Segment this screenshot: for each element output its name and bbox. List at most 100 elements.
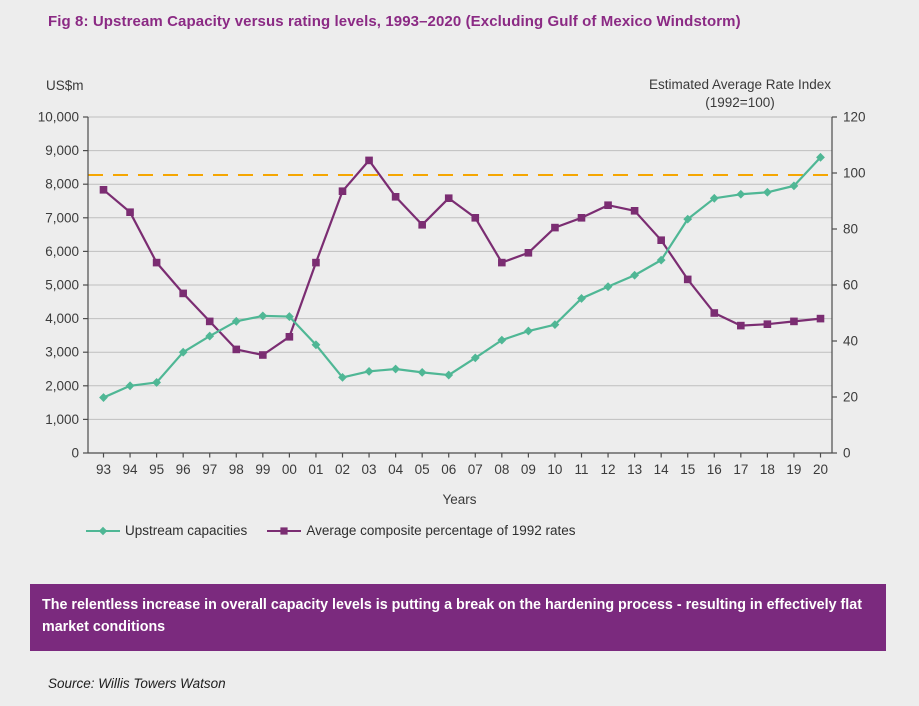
series-average-composite-percentage-of-1992-rates: [99, 156, 825, 359]
data-point-square: [577, 214, 586, 222]
svg-text:15: 15: [680, 462, 695, 477]
data-point-diamond: [789, 181, 799, 191]
right-axis-title-line2: (1992=100): [705, 95, 775, 110]
svg-text:4,000: 4,000: [45, 311, 79, 326]
legend-item-1: Average composite percentage of 1992 rat…: [267, 523, 576, 538]
data-point-diamond: [364, 366, 374, 376]
data-point-square: [710, 309, 719, 317]
svg-text:6,000: 6,000: [45, 244, 79, 259]
callout-banner: The relentless increase in overall capac…: [30, 584, 886, 651]
svg-text:20: 20: [843, 390, 858, 405]
data-point-diamond: [603, 282, 613, 292]
svg-text:18: 18: [760, 462, 775, 477]
svg-text:80: 80: [843, 222, 858, 237]
svg-text:96: 96: [176, 462, 191, 477]
data-point-diamond: [258, 311, 268, 321]
source-note: Source: Willis Towers Watson: [48, 676, 226, 691]
data-point-diamond: [391, 364, 401, 374]
series-upstream-capacities: [99, 152, 825, 402]
legend: Upstream capacities Average composite per…: [86, 523, 576, 538]
svg-text:8,000: 8,000: [45, 177, 79, 192]
svg-text:95: 95: [149, 462, 164, 477]
data-point-diamond: [338, 373, 347, 382]
svg-text:10: 10: [547, 462, 562, 477]
data-point-square: [312, 258, 320, 267]
svg-text:16: 16: [707, 462, 722, 477]
data-point-square: [232, 345, 241, 354]
data-point-diamond: [99, 393, 108, 402]
svg-text:02: 02: [335, 462, 350, 477]
svg-text:98: 98: [229, 462, 244, 477]
data-point-diamond: [630, 270, 640, 280]
data-point-diamond: [205, 331, 215, 341]
left-axis-labels: 0 1,000 2,000 3,000 4,000 5,000 6,000 7,000 8,00…: [38, 110, 88, 461]
svg-text:00: 00: [282, 462, 297, 477]
svg-text:0: 0: [843, 446, 851, 461]
x-axis-labels: 93 94 95 96 97 98 99 00 01 02 03 04 05 06 07 08 09 10 11 12…: [96, 453, 828, 477]
data-point-diamond: [656, 255, 666, 265]
data-point-square: [524, 249, 533, 257]
data-point-square: [816, 314, 825, 323]
data-point-square: [630, 207, 639, 215]
left-axis-unit-label: US$m: [46, 78, 84, 93]
square-marker-icon: [267, 526, 302, 535]
data-point-diamond: [577, 294, 586, 303]
svg-text:13: 13: [627, 462, 642, 477]
data-point-square: [391, 193, 400, 201]
legend-label: Upstream capacities: [125, 523, 248, 538]
svg-text:01: 01: [308, 462, 323, 477]
right-axis-title: Estimated Average Rate Index (1992=100): [610, 76, 870, 112]
data-point-square: [604, 201, 612, 209]
data-point-square: [683, 275, 692, 284]
data-point-square: [471, 214, 480, 222]
data-point-square: [205, 317, 214, 326]
svg-text:99: 99: [255, 462, 270, 477]
svg-text:60: 60: [843, 278, 858, 293]
svg-text:11: 11: [574, 462, 588, 477]
svg-text:2,000: 2,000: [45, 378, 79, 393]
svg-text:0: 0: [71, 446, 79, 461]
svg-text:94: 94: [123, 462, 139, 477]
data-point-square: [179, 289, 187, 298]
data-point-diamond: [125, 381, 135, 391]
svg-text:10,000: 10,000: [38, 110, 79, 125]
data-point-diamond: [709, 193, 719, 203]
svg-text:05: 05: [415, 462, 430, 477]
data-point-diamond: [178, 347, 188, 357]
figure-title: Fig 8: Upstream Capacity versus rating l…: [48, 13, 741, 30]
svg-text:3,000: 3,000: [45, 345, 79, 360]
svg-text:19: 19: [786, 462, 801, 477]
diamond-marker-icon: [86, 526, 120, 535]
svg-text:06: 06: [441, 462, 456, 477]
data-point-square: [126, 208, 134, 216]
data-point-square: [737, 321, 745, 330]
data-point-square: [285, 333, 294, 341]
svg-text:40: 40: [843, 334, 858, 349]
data-point-diamond: [550, 320, 560, 330]
svg-text:93: 93: [96, 462, 111, 477]
svg-text:97: 97: [202, 462, 217, 477]
data-point-diamond: [497, 335, 507, 345]
data-point-diamond: [311, 340, 321, 350]
data-point-diamond: [816, 152, 825, 162]
svg-text:5,000: 5,000: [45, 278, 79, 293]
data-point-square: [259, 351, 267, 359]
x-axis-title: Years: [442, 492, 477, 507]
data-point-diamond: [470, 353, 480, 363]
data-point-square: [657, 236, 665, 244]
legend-label: Average composite percentage of 1992 rat…: [306, 523, 576, 538]
right-axis-title-line1: Estimated Average Rate Index: [648, 77, 832, 92]
data-point-square: [338, 187, 347, 195]
svg-text:20: 20: [813, 462, 828, 477]
data-point-square: [152, 258, 161, 267]
data-point-diamond: [762, 187, 772, 197]
svg-text:9,000: 9,000: [45, 143, 79, 158]
svg-text:07: 07: [468, 462, 483, 477]
data-point-diamond: [736, 189, 746, 199]
svg-text:09: 09: [521, 462, 536, 477]
data-point-diamond: [231, 316, 241, 326]
data-point-diamond: [683, 214, 693, 224]
svg-text:100: 100: [843, 166, 866, 181]
svg-text:08: 08: [494, 462, 509, 477]
